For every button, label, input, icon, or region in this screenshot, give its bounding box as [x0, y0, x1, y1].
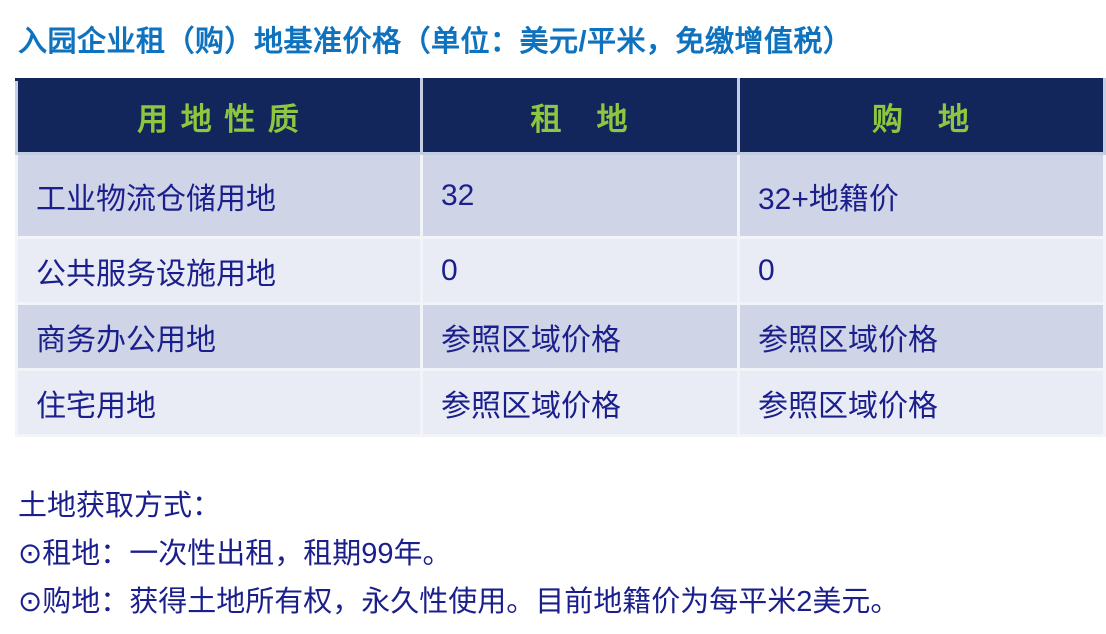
column-header-lease: 租 地	[420, 78, 740, 155]
table-cell: 0	[737, 236, 1106, 305]
table-row-public-service: 公共服务设施用地 0 0	[15, 236, 1106, 305]
table-header-row: 用 地 性 质 租 地 购 地	[15, 78, 1106, 155]
note-purchase: ⊙购地：获得土地所有权，永久性使用。目前地籍价为每平米2美元。	[18, 586, 900, 618]
page-title: 入园企业租（购）地基准价格（单位：美元/平米，免缴增值税）	[18, 26, 853, 58]
column-header-purchase: 购 地	[737, 78, 1106, 155]
table-cell: 参照区域价格	[737, 302, 1106, 371]
table-cell: 公共服务设施用地	[15, 236, 423, 305]
notes-heading: 土地获取方式：	[18, 490, 222, 522]
table-cell: 32	[420, 152, 740, 239]
table-cell: 工业物流仓储用地	[15, 152, 423, 239]
note-lease: ⊙租地：一次性出租，租期99年。	[18, 538, 452, 570]
land-price-table: 用 地 性 质 租 地 购 地 工业物流仓储用地 32 32+地籍价 公共服务设…	[15, 78, 1106, 437]
table-row-business-office: 商务办公用地 参照区域价格 参照区域价格	[15, 302, 1106, 371]
table-cell: 32+地籍价	[737, 152, 1106, 239]
column-header-land-use: 用 地 性 质	[15, 78, 423, 155]
table-cell: 参照区域价格	[420, 302, 740, 371]
table-cell: 0	[420, 236, 740, 305]
land-acquisition-notes: 土地获取方式： ⊙租地：一次性出租，租期99年。 ⊙购地：获得土地所有权，永久性…	[18, 482, 899, 626]
table-row-industrial: 工业物流仓储用地 32 32+地籍价	[15, 152, 1106, 239]
table-cell: 住宅用地	[15, 368, 423, 437]
table-cell: 参照区域价格	[420, 368, 740, 437]
table-row-residential: 住宅用地 参照区域价格 参照区域价格	[15, 368, 1106, 437]
table-cell: 参照区域价格	[737, 368, 1106, 437]
table-cell: 商务办公用地	[15, 302, 423, 371]
